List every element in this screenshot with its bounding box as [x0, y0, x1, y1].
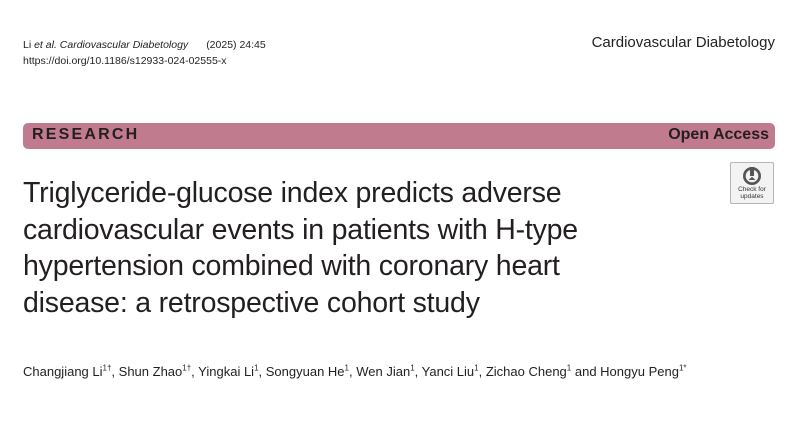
- open-access-label: Open Access: [668, 126, 769, 143]
- author-name[interactable]: Wen Jian: [356, 364, 411, 379]
- article-type-label: RESEARCH: [32, 126, 140, 143]
- author-name[interactable]: Zichao Cheng: [485, 364, 567, 379]
- check-for-updates-label: Check for updates: [738, 186, 766, 200]
- check-for-updates-icon: [743, 167, 761, 185]
- title-line: cardiovascular events in patients with H…: [23, 213, 578, 246]
- author-name[interactable]: Shun Zhao: [118, 364, 183, 379]
- author-separator: ,: [348, 364, 357, 379]
- journal-name: Cardiovascular Diabetology: [591, 34, 775, 51]
- author-affiliation: 1: [474, 363, 479, 373]
- author-name[interactable]: Yanci Liu: [421, 364, 475, 379]
- author-affiliation: 1†: [102, 363, 112, 373]
- author-separator: ,: [258, 364, 266, 379]
- citation-authors: Li: [23, 39, 35, 51]
- author-affiliation: 1*: [678, 363, 687, 373]
- author-affiliation: 1: [344, 363, 349, 373]
- title-line: Triglyceride-glucose index predicts adve…: [23, 177, 562, 209]
- citation-journal: Cardiovascular Diabetology: [56, 39, 189, 51]
- title-line: hypertension combined with coronary hear…: [23, 250, 560, 282]
- author-separator: and: [571, 364, 601, 379]
- check-for-updates-button[interactable]: Check for updates: [730, 162, 774, 204]
- author-separator: ,: [414, 364, 422, 379]
- author-name[interactable]: Changjiang Li: [23, 364, 103, 379]
- author-name[interactable]: Yingkai Li: [198, 364, 255, 379]
- citation-line: Li et al. Cardiovascular Diabetology (202…: [23, 37, 266, 53]
- author-name[interactable]: Songyuan He: [265, 364, 345, 379]
- citation-year-volume: (2025) 24:45: [206, 39, 266, 51]
- author-affiliation: 1: [254, 363, 259, 373]
- citation-etal: et al.: [34, 39, 57, 51]
- title-line: disease: a retrospective cohort study: [23, 286, 480, 319]
- author-affiliation: 1: [566, 363, 572, 373]
- citation-block: Li et al. Cardiovascular Diabetology (202…: [23, 37, 266, 69]
- author-affiliation: 1: [410, 363, 415, 373]
- author-separator: ,: [111, 364, 119, 379]
- doi-link[interactable]: https://doi.org/10.1186/s12933-024-02555…: [23, 55, 227, 67]
- author-list: Changjiang Li1†, Shun Zhao1†, Yingkai Li…: [23, 364, 687, 379]
- article-type-banner: RESEARCH Open Access: [23, 123, 775, 149]
- author-name[interactable]: Hongyu Peng: [600, 364, 679, 379]
- author-separator: ,: [191, 364, 199, 379]
- author-separator: ,: [478, 364, 486, 379]
- author-affiliation: 1†: [182, 363, 192, 373]
- article-title: Triglyceride-glucose index predicts adve…: [23, 175, 713, 321]
